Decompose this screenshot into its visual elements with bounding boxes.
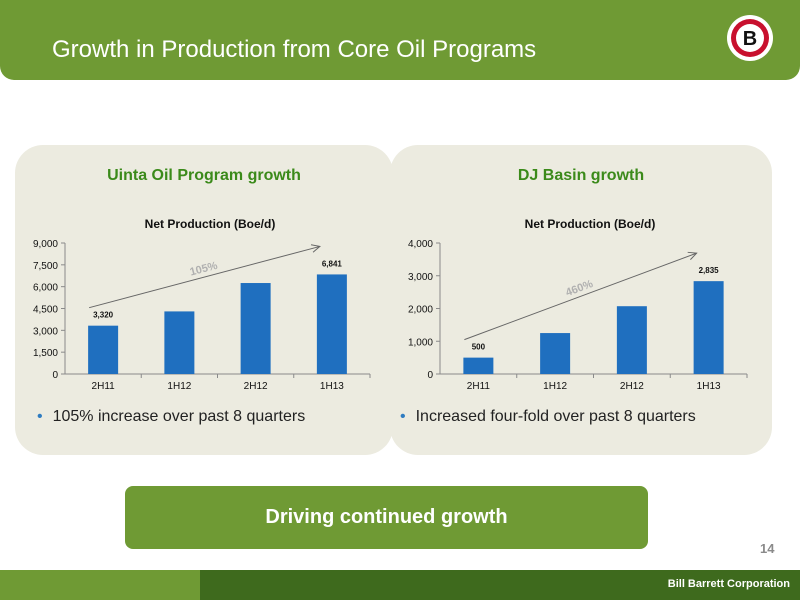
y-tick-label: 6,000 (33, 283, 58, 294)
arrow-head-icon (687, 251, 698, 260)
bullet-dot-icon: • (400, 408, 406, 425)
uinta-chart: Net Production (Boe/d) 0 1,500 3,000 4,500 6,… (33, 217, 371, 392)
y-tick-label: 3,000 (408, 272, 433, 283)
growth-annotation: 460% (564, 278, 595, 299)
x-tick-label: 1H13 (697, 381, 721, 392)
growth-arrow-line (464, 252, 697, 341)
x-tick-label: 2H12 (244, 381, 268, 392)
bar (88, 325, 119, 374)
cta-banner: Driving continued growth (125, 486, 648, 549)
page-title: Growth in Production from Core Oil Progr… (52, 36, 537, 63)
page-number: 14 (760, 541, 775, 556)
y-tick-label: 2,000 (408, 305, 433, 316)
uinta-panel-title: Uinta Oil Program growth (107, 167, 301, 184)
dj-panel-title: DJ Basin growth (517, 167, 645, 184)
bullet-dot-icon: • (37, 408, 43, 425)
bar (616, 306, 647, 374)
y-tick-label: 4,500 (33, 305, 58, 316)
data-label: 500 (472, 343, 486, 352)
uinta-panel: Uinta Oil Program growth Net Production … (15, 145, 393, 455)
y-tick-label: 1,500 (33, 348, 58, 359)
data-label: 2,835 (699, 266, 720, 275)
bar (240, 283, 271, 374)
x-tick-label: 2H12 (620, 381, 644, 392)
x-tick-label: 2H11 (467, 381, 491, 392)
y-tick-label: 0 (52, 370, 58, 381)
y-tick-label: 1,000 (408, 337, 433, 348)
uinta-bullet: • 105% increase over past 8 quarters (37, 408, 305, 426)
footer-bar: Bill Barrett Corporation (0, 570, 800, 600)
y-tick-label: 9,000 (33, 239, 58, 250)
bar (463, 357, 494, 374)
bar (164, 311, 195, 374)
bar (316, 274, 347, 374)
footer-company: Bill Barrett Corporation (667, 578, 790, 590)
arrow-head-icon (310, 244, 321, 253)
y-tick-label: 3,000 (33, 326, 58, 337)
bar (540, 333, 571, 374)
x-tick-label: 1H12 (167, 381, 191, 392)
uinta-bullet-text: 105% increase over past 8 quarters (52, 408, 306, 425)
x-tick-label: 1H13 (320, 381, 344, 392)
dj-bullet-text: Increased four-fold over past 8 quarters (415, 408, 696, 425)
y-tick-label: 4,000 (408, 239, 433, 250)
dj-chart: Net Production (Boe/d) 0 1,000 2,000 3,000 4,… (408, 217, 748, 392)
chart-title: Net Production (Boe/d) (145, 217, 276, 231)
logo-letter: B (743, 28, 757, 50)
y-tick-label: 0 (427, 370, 433, 381)
data-label: 6,841 (322, 259, 343, 268)
bar (693, 281, 724, 374)
y-tick-label: 7,500 (33, 261, 58, 272)
chart-title: Net Production (Boe/d) (525, 217, 656, 231)
footer-accent (0, 570, 200, 600)
data-label: 3,320 (93, 311, 114, 320)
x-tick-label: 2H11 (92, 381, 116, 392)
dj-basin-panel: DJ Basin growth Net Production (Boe/d) 0 1… (390, 145, 772, 455)
dj-bullet: • Increased four-fold over past 8 quarter… (400, 408, 696, 426)
company-logo: B (727, 15, 773, 61)
x-tick-label: 1H12 (543, 381, 567, 392)
header-bar: Growth in Production from Core Oil Progr… (0, 0, 800, 80)
growth-arrow-line (88, 245, 321, 309)
growth-annotation: 105% (189, 260, 219, 279)
